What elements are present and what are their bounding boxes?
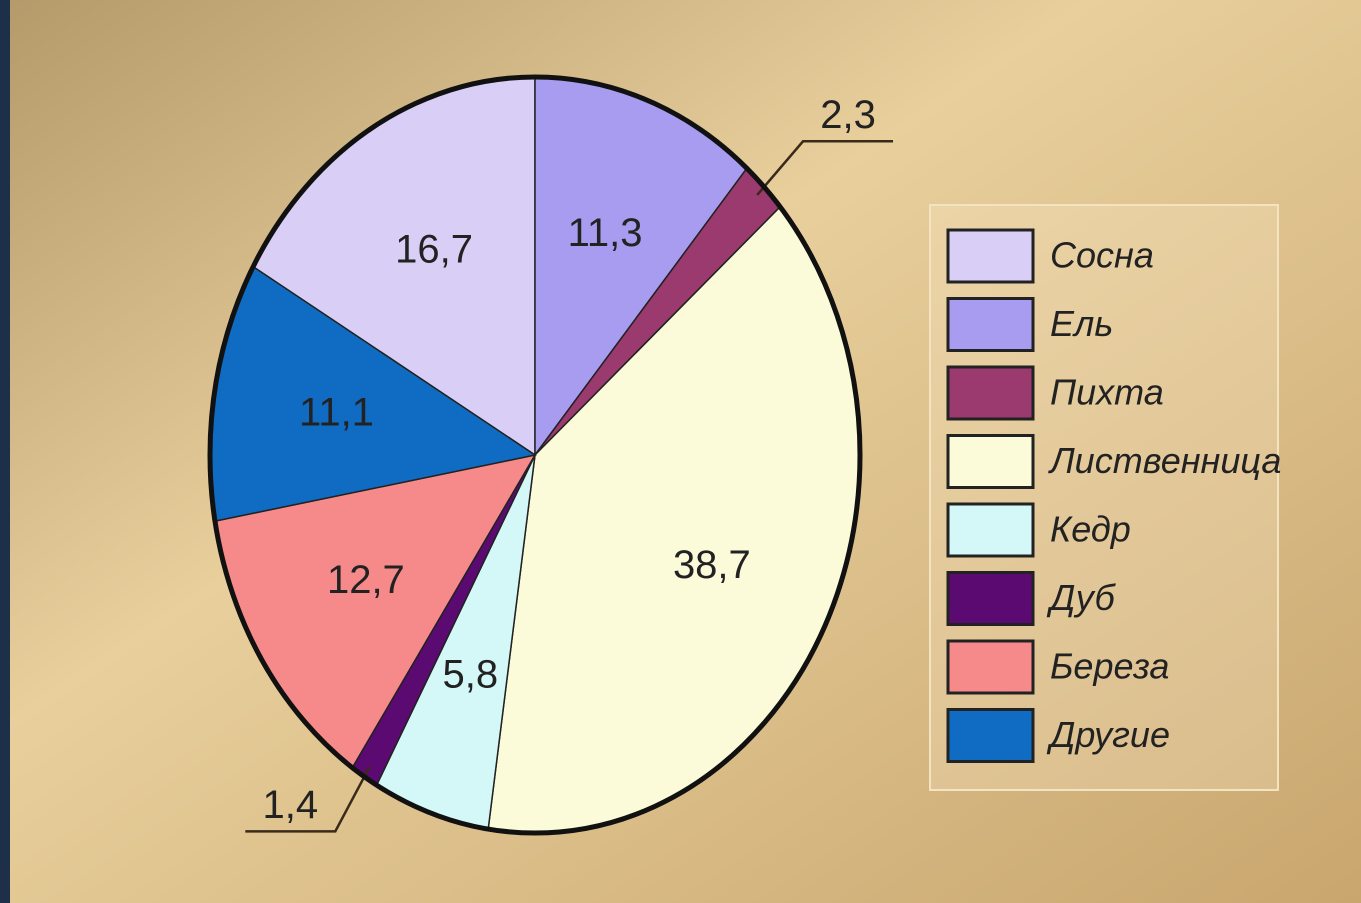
legend-label: Дуб xyxy=(1046,577,1117,618)
legend-label: Сосна xyxy=(1050,235,1154,276)
legend-swatch xyxy=(948,641,1033,693)
legend-label: Пихта xyxy=(1050,372,1164,413)
data-label: 2,3 xyxy=(820,93,876,137)
legend-swatch xyxy=(948,710,1033,762)
legend-label: Кедр xyxy=(1050,509,1131,550)
legend-swatch xyxy=(948,436,1033,488)
data-label: 5,8 xyxy=(443,653,499,697)
data-label: 38,7 xyxy=(673,543,751,587)
data-label: 12,7 xyxy=(327,558,405,602)
legend-swatch xyxy=(948,504,1033,556)
legend-swatch xyxy=(948,299,1033,351)
data-label: 1,4 xyxy=(262,783,318,827)
legend-label: Другие xyxy=(1046,714,1170,755)
legend-label: Лиственница xyxy=(1048,440,1281,481)
legend-box xyxy=(930,205,1278,790)
legend-label: Ель xyxy=(1050,303,1113,344)
data-label: 11,1 xyxy=(299,390,374,434)
legend-label: Береза xyxy=(1050,646,1169,687)
legend-swatch xyxy=(948,573,1033,625)
data-label: 16,7 xyxy=(395,228,473,272)
legend-swatch xyxy=(948,230,1033,282)
legend-swatch xyxy=(948,367,1033,419)
data-label: 11,3 xyxy=(568,211,643,255)
chart: 16,7 11,3 2,3 38,7 5,8 1,4 12,7 11,1 Сосна Ель Пи… xyxy=(0,0,1361,903)
